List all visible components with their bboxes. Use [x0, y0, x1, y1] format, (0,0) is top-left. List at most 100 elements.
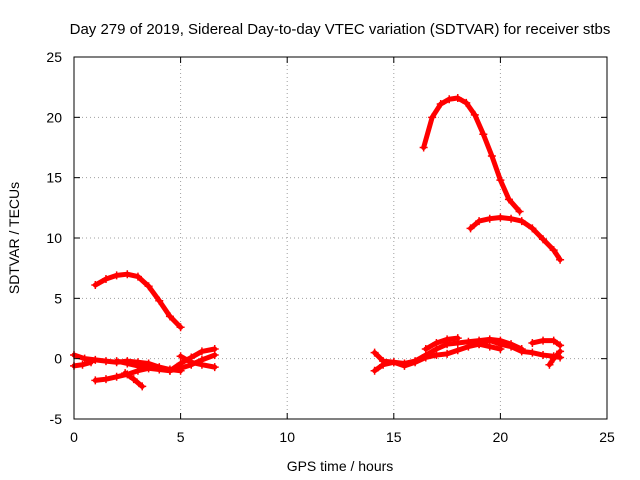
data-point: [504, 195, 513, 204]
data-point: [443, 335, 452, 344]
data-point: [91, 355, 100, 364]
data-point: [487, 151, 496, 160]
y-tick-label: 5: [54, 290, 62, 306]
data-point: [389, 358, 398, 367]
series-line: [468, 214, 563, 263]
data-point: [165, 366, 174, 375]
data-point: [176, 359, 185, 368]
data-point: [549, 336, 558, 345]
data-point: [453, 94, 462, 103]
data-point: [470, 110, 479, 119]
series-arc-8: [112, 357, 153, 370]
series-arc-10: [176, 352, 219, 372]
data-point: [370, 366, 379, 375]
x-tick-label: 15: [386, 429, 402, 445]
data-point: [485, 336, 494, 345]
data-point: [485, 214, 494, 223]
data-point: [428, 113, 437, 122]
data-point: [144, 360, 153, 369]
chart-title: Day 279 of 2019, Sidereal Day-to-day VTE…: [70, 21, 611, 38]
data-point: [112, 372, 121, 381]
data-point: [411, 358, 420, 367]
data-point: [545, 360, 554, 369]
axes: 0 5 10 15 20 25 -5 0 5 10 15 20 25: [46, 49, 615, 445]
data-point: [556, 347, 565, 356]
data-point: [101, 357, 110, 366]
data-point: [475, 340, 484, 349]
data-point: [419, 143, 428, 152]
grid: [74, 57, 607, 419]
series-arc-16: [545, 347, 565, 369]
data-point: [112, 357, 121, 366]
data-point: [479, 130, 488, 139]
y-tick-label: 15: [46, 170, 62, 186]
data-point: [549, 354, 558, 363]
plot-frame: [73, 56, 608, 420]
x-axis-label: GPS time / hours: [287, 458, 394, 474]
series-arc-12: [370, 340, 505, 375]
series-arc-2: [419, 94, 524, 216]
data-point: [496, 176, 505, 185]
series-line: [421, 95, 523, 214]
data-point: [133, 272, 142, 281]
y-tick-label: 0: [54, 351, 62, 367]
x-tick-label: 10: [279, 429, 295, 445]
data-point: [421, 345, 430, 354]
data-point: [528, 348, 537, 357]
y-tick-label: -5: [50, 411, 63, 427]
data-point: [101, 375, 110, 384]
data-point: [121, 369, 130, 378]
data-point: [87, 358, 96, 367]
data-point: [421, 353, 430, 362]
data-point: [556, 255, 565, 264]
data-point: [453, 334, 462, 343]
data-point: [155, 365, 164, 374]
data-point: [129, 375, 138, 384]
data-point: [91, 281, 100, 290]
data-point: [466, 224, 475, 233]
x-tick-label: 25: [599, 429, 615, 445]
data-point: [123, 359, 132, 368]
data-point: [496, 213, 505, 222]
series-line: [92, 271, 184, 330]
series-line: [423, 335, 461, 352]
data-point: [496, 340, 505, 349]
series-line: [114, 358, 152, 369]
data-point: [379, 360, 388, 369]
data-point: [370, 348, 379, 357]
data-point: [112, 271, 121, 280]
data-point: [400, 361, 409, 370]
data-point: [539, 351, 548, 360]
data-point: [80, 354, 89, 363]
x-tick-label: 20: [493, 429, 509, 445]
data-point: [462, 98, 471, 107]
data-point: [123, 270, 132, 279]
series-arc-13: [421, 334, 462, 354]
data-point: [101, 275, 110, 284]
y-axis-label: SDTVAR / TECUs: [6, 182, 22, 294]
series-arc-14: [475, 336, 565, 362]
data-point: [507, 342, 516, 351]
plot-area: [70, 94, 565, 391]
data-point: [155, 296, 164, 305]
series-arc-6: [91, 351, 219, 385]
data-point: [144, 282, 153, 291]
x-tick-label: 0: [70, 429, 78, 445]
data-point: [517, 217, 526, 226]
y-tick-label: 20: [46, 109, 62, 125]
data-point: [210, 345, 219, 354]
x-tick-label: 5: [177, 429, 185, 445]
data-point: [528, 338, 537, 347]
y-tick-label: 25: [46, 49, 62, 65]
data-point: [507, 214, 516, 223]
data-point: [517, 347, 526, 356]
data-point: [528, 224, 537, 233]
data-point: [138, 382, 147, 391]
series-arc-9: [165, 345, 219, 375]
data-point: [197, 347, 206, 356]
data-point: [187, 358, 196, 367]
series-line: [529, 338, 563, 348]
data-point: [453, 346, 462, 355]
series-arc-3: [466, 213, 565, 264]
